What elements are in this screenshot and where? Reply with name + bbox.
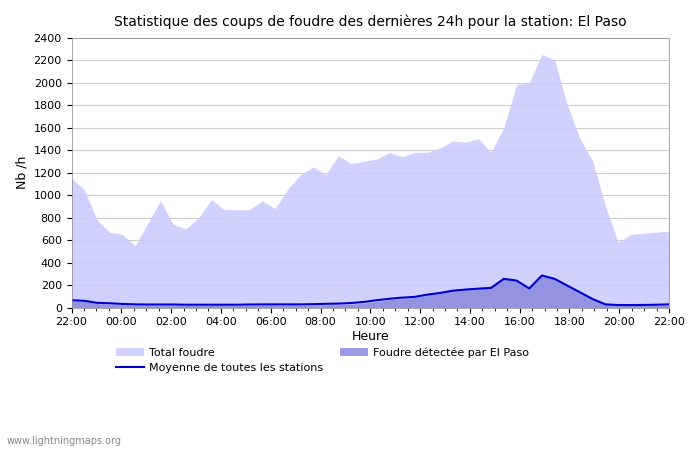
X-axis label: Heure: Heure bbox=[351, 330, 389, 343]
Title: Statistique des coups de foudre des dernières 24h pour la station: El Paso: Statistique des coups de foudre des dern… bbox=[114, 15, 626, 30]
Text: www.lightningmaps.org: www.lightningmaps.org bbox=[7, 436, 122, 446]
Legend: Total foudre, Moyenne de toutes les stations, Foudre détectée par El Paso: Total foudre, Moyenne de toutes les stat… bbox=[111, 342, 533, 378]
Y-axis label: Nb /h: Nb /h bbox=[15, 156, 28, 189]
